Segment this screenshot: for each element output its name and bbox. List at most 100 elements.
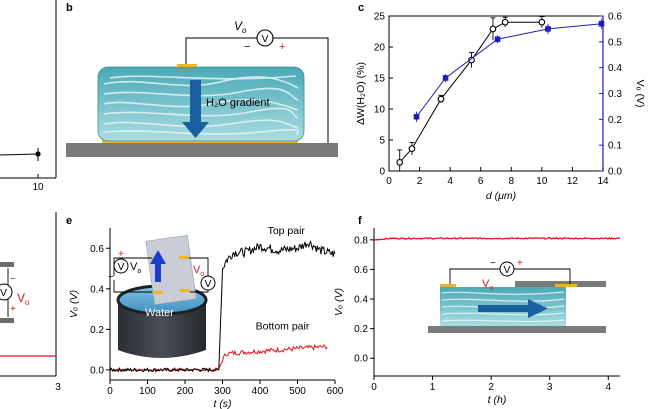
- inset-f-wire-left: [449, 268, 500, 284]
- chart-c-ytick-label: 20: [374, 43, 386, 54]
- chart-c-xlabel: d (μm): [486, 190, 516, 202]
- chart-c-xtick-label: 2: [417, 176, 423, 187]
- inset-e-meter-right: V: [204, 278, 211, 290]
- inset-e-film: [145, 235, 197, 305]
- panel-c: c 0 2 4 6 8 10 12 14 0 5 10 15 20 25 0.0 0.1 0.2 0.3 0.4 0.…: [355, 2, 646, 202]
- inset-e-vo-right-sub: o: [200, 271, 204, 278]
- chart-c-blue-point: [442, 75, 449, 81]
- inset-e-vo-right: Vo: [193, 264, 204, 278]
- chart-f-xlabel: t (h): [488, 394, 507, 406]
- inset-e-voltmeter-left-icon: [113, 258, 129, 274]
- inset-e-plus: +: [118, 249, 124, 260]
- chart-c-blue-point: [413, 113, 420, 120]
- chart-c-black-point: [437, 95, 445, 103]
- inset-e-minus: −: [108, 272, 114, 283]
- inset-e: Water V V Vo Vo + −: [108, 235, 216, 358]
- chart-e: 0 100 200 300 400 500 600 0.0 0.2 0.4 0.6 t (s) Vₒ (…: [68, 225, 344, 409]
- chart-e-xtick-label: 300: [214, 386, 231, 397]
- panel-letter-f: f: [358, 215, 362, 227]
- panel-f: f 0 1 2 3 4 0.0 0.2 0.4 0.6 0.8 t (h) Vₒ (V) V Vo: [333, 215, 621, 406]
- chart-c-y2tick-label: 0.3: [608, 89, 622, 100]
- chart-f-xtick-label: 4: [606, 382, 612, 393]
- inset-f-arrow-head: [528, 299, 548, 318]
- left-top-fragment: 10: [0, 0, 57, 193]
- left-bottom-vo-label: Vo: [17, 291, 30, 307]
- chart-c-y2tick-label: 0.2: [608, 115, 622, 126]
- chart-e-ylabel: Vₒ (V): [68, 290, 80, 318]
- inset-e-wire-left-lower: [113, 280, 152, 293]
- chart-c-xtick-label: 8: [509, 176, 515, 187]
- inset-f-substrate: [428, 326, 606, 333]
- left-bottom-fragment: 3 V Vo − +: [0, 212, 61, 393]
- schematic-b-gradient-label: H₂O gradient: [206, 97, 270, 109]
- chart-c-y2tick-label: 0.5: [608, 37, 622, 48]
- left-top-tick-label: 10: [32, 182, 44, 193]
- schematic-b-substrate: [66, 143, 338, 157]
- chart-f-xtick-label: 0: [371, 382, 377, 393]
- chart-c-black-point: [396, 158, 404, 166]
- chart-f-series: [373, 236, 621, 241]
- inset-e-wire-left: [113, 257, 152, 276]
- schematic-b-meter-label: V: [261, 33, 268, 45]
- left-bottom-electrode-bottom: [0, 318, 14, 323]
- inset-e-electrode-4: [180, 289, 190, 292]
- inset-f-vo-label: Vo: [482, 278, 493, 292]
- schematic-b-vo-sub: o: [242, 26, 247, 35]
- schematic-b-voltmeter-icon: [256, 29, 274, 47]
- chart-c-xtick-label: 14: [597, 176, 609, 187]
- chart-f: 0 1 2 3 4 0.0 0.2 0.4 0.6 0.8 t (h) Vₒ (V): [333, 228, 621, 406]
- chart-f-xtick-label: 3: [547, 382, 553, 393]
- inset-e-electrode-2: [179, 256, 189, 259]
- schematic-b-bottom-electrode: [102, 140, 298, 143]
- left-bottom-vo-sub: o: [25, 298, 30, 307]
- left-bottom-voltmeter-icon: [0, 283, 13, 301]
- chart-e-label-top-pair: Top pair: [268, 225, 306, 237]
- inset-e-wire-right: [189, 257, 209, 276]
- chart-c-black-point: [489, 25, 497, 33]
- panel-letter-b: b: [66, 2, 73, 14]
- inset-f: V Vo − +: [428, 258, 606, 333]
- inset-f-electrode-left: [440, 284, 456, 287]
- inset-f-arrow-shaft: [478, 305, 530, 312]
- chart-c-black-point: [408, 145, 416, 153]
- schematic-b-top-electrode: [177, 64, 197, 67]
- schematic-b-fibers: [103, 75, 300, 135]
- chart-c-ytick-label: 25: [374, 12, 386, 23]
- chart-c-blue-point: [494, 36, 501, 43]
- schematic-b-arrow-shaft: [190, 80, 201, 124]
- panel-letter-e: e: [66, 215, 72, 227]
- chart-e-xtick-label: 200: [177, 386, 194, 397]
- chart-f-ytick-label: 0.2: [354, 324, 368, 335]
- inset-f-electrode-right: [555, 284, 577, 287]
- panel-letter-c: c: [358, 2, 364, 14]
- chart-c-series-blue-line: [416, 23, 602, 118]
- inset-e-water-label: Water: [145, 307, 174, 319]
- chart-e-xlabel: t (s): [213, 398, 231, 409]
- chart-c-xtick-label: 4: [447, 176, 453, 187]
- chart-f-ytick-label: 0.8: [354, 235, 368, 246]
- inset-e-vo-left-sub: o: [137, 268, 141, 275]
- schematic-b-vo-v: V: [234, 19, 243, 33]
- chart-f-ytick-label: 0.0: [354, 354, 368, 365]
- chart-c-y2tick-label: 0.0: [608, 167, 622, 178]
- inset-e-cup: [118, 300, 206, 358]
- chart-c: 0 2 4 6 8 10 12 14 0 5 10 15 20 25 0.0 0.1 0.2 0.3 0.4 0.5 0…: [355, 12, 646, 203]
- inset-e-voltmeter-right-icon: [200, 275, 216, 291]
- left-bottom-voltmeter-label: V: [0, 287, 7, 299]
- chart-e-ytick-label: 0.4: [90, 284, 104, 295]
- chart-c-black-point: [468, 56, 475, 64]
- chart-c-y2label: Vₒ (V): [634, 80, 646, 108]
- inset-e-arrow-shaft: [155, 262, 161, 282]
- chart-c-blue-point: [598, 20, 605, 27]
- left-bottom-minus: −: [10, 274, 16, 285]
- schematic-b-plus: +: [279, 41, 285, 53]
- schematic-b-wire-right: [272, 37, 329, 148]
- chart-e-label-bottom-pair: Bottom pair: [256, 320, 310, 332]
- inset-f-wire-right: [514, 268, 571, 284]
- inset-f-minus: −: [490, 258, 496, 269]
- inset-f-vo-sub: o: [489, 285, 493, 292]
- chart-c-xtick-label: 0: [386, 176, 392, 187]
- inset-f-voltmeter-icon: [499, 261, 515, 277]
- chart-e-xtick-label: 100: [139, 386, 156, 397]
